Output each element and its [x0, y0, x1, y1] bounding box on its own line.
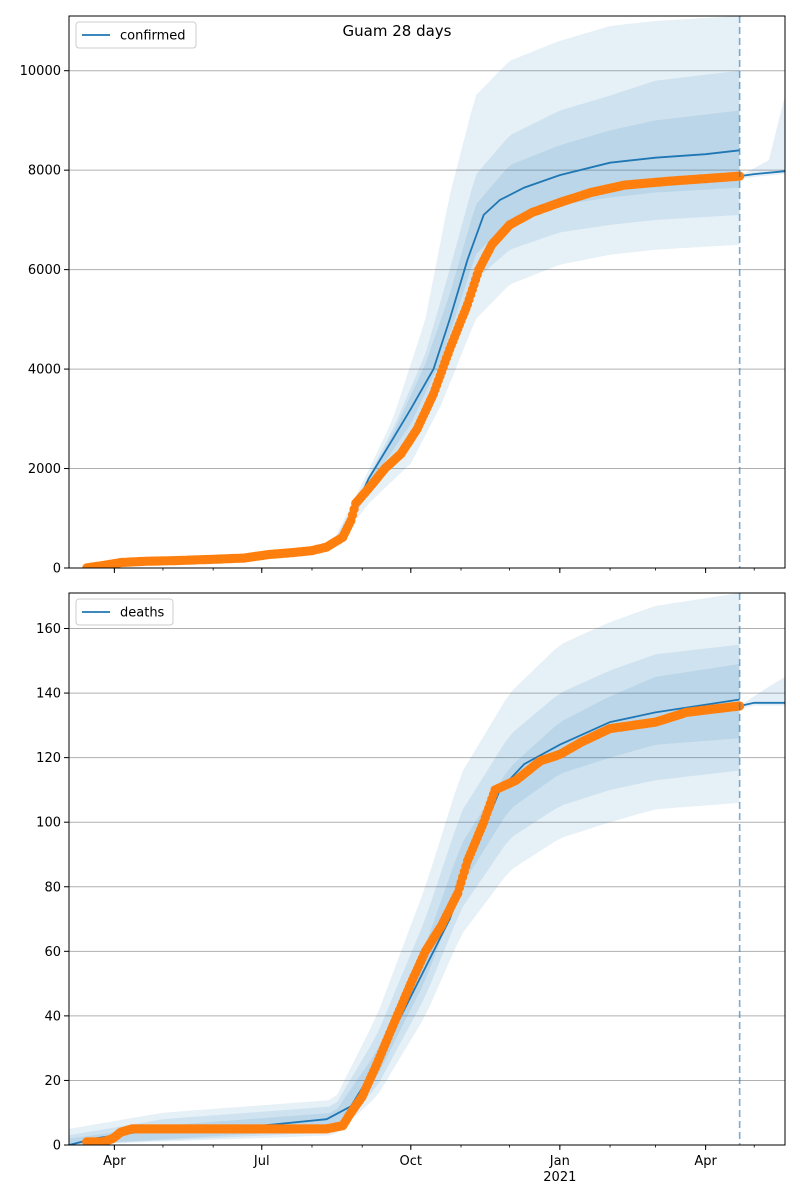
y-tick-label: 80: [44, 880, 61, 895]
axes-frame: [68, 15, 786, 569]
legend-label: confirmed: [120, 29, 186, 44]
x-tick-label: Jan: [549, 1154, 570, 1169]
uncertainty-band-inner: [334, 110, 740, 545]
x-tick-label: Jul: [253, 1154, 270, 1169]
x-tick-label: Apr: [103, 1154, 126, 1169]
x-tick-year-label: 2021: [543, 1170, 576, 1185]
legend-box: [75, 21, 197, 49]
uncertainty-band-inner: [69, 664, 740, 1145]
legend-label: deaths: [120, 606, 165, 621]
y-tick-label: 120: [36, 751, 61, 766]
y-tick-label: 140: [36, 687, 61, 702]
y-tick-label: 160: [36, 622, 61, 637]
uncertainty-band-middle: [69, 644, 740, 1145]
legend: deaths: [75, 598, 174, 626]
figure-title: Guam 28 days: [343, 22, 452, 40]
forecast-band: [739, 676, 785, 709]
y-tick-label: 10000: [20, 64, 61, 79]
legend: confirmed: [75, 21, 197, 49]
uncertainty-band-middle: [334, 70, 740, 546]
forecast-line: [739, 170, 785, 177]
y-tick-label: 8000: [28, 164, 61, 179]
y-tick-label: 20: [44, 1074, 61, 1089]
forecast-band: [739, 95, 785, 179]
forecast-line: [739, 701, 785, 707]
x-tick-label: Apr: [694, 1154, 717, 1169]
uncertainty-band-outer: [334, 16, 740, 549]
x-tick-label: Oct: [400, 1154, 422, 1169]
uncertainty-band-outer: [69, 593, 740, 1145]
y-tick-label: 100: [36, 816, 61, 831]
axes-frame: [68, 592, 786, 1146]
y-tick-label: 4000: [28, 363, 61, 378]
plot-area: [82, 16, 785, 568]
y-tick-label: 0: [53, 1139, 61, 1154]
y-tick-label: 40: [44, 1009, 61, 1024]
plot-area: [69, 593, 785, 1145]
y-tick-label: 2000: [28, 462, 61, 477]
confirmed-panel: 0 2000 4000 6000 8000 10000 confirmed: [20, 15, 786, 577]
y-tick-label: 6000: [28, 263, 61, 278]
legend-box: [75, 598, 174, 626]
y-tick-label: 60: [44, 945, 61, 960]
y-tick-label: 0: [53, 562, 61, 577]
